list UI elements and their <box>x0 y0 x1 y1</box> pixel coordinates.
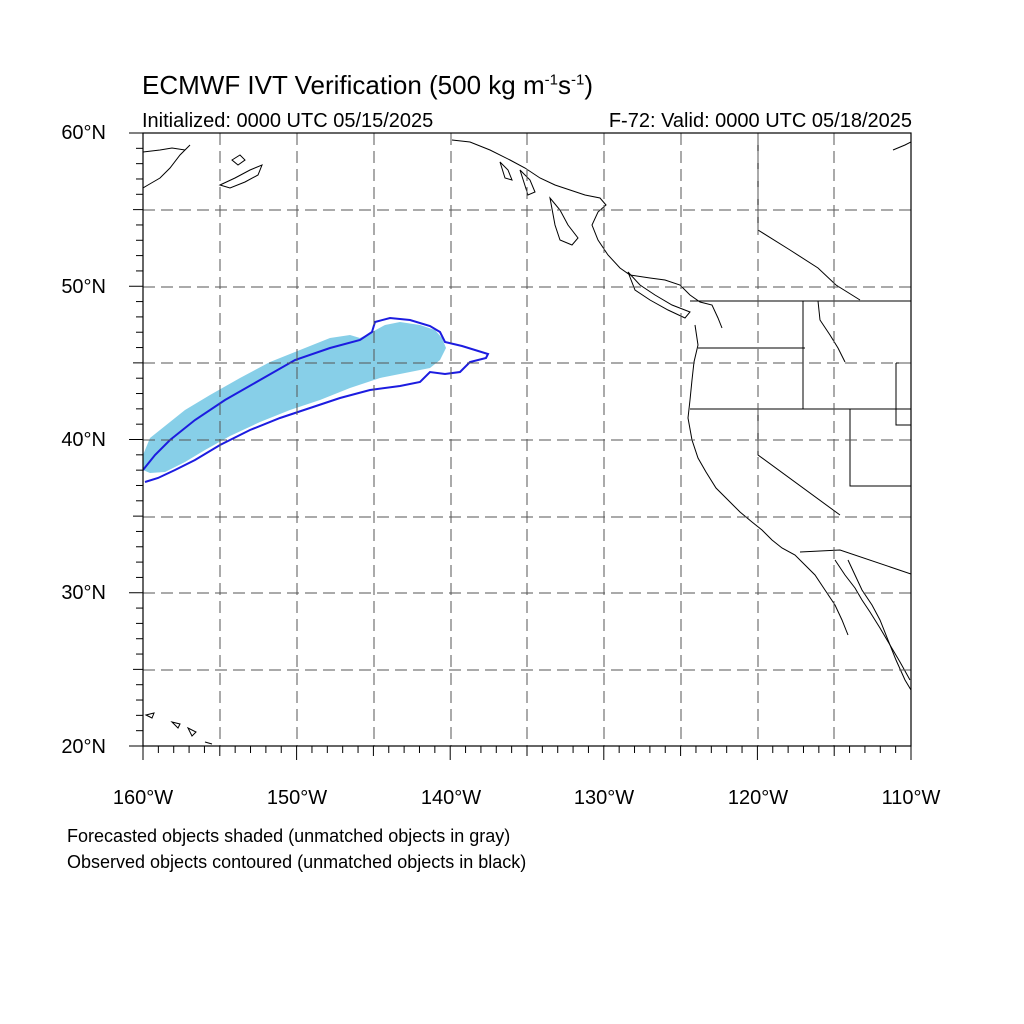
gridlines <box>143 133 911 746</box>
valid-time-label: F-72: Valid: 0000 UTC 05/18/2025 <box>608 110 912 132</box>
us-west-coast <box>687 324 849 636</box>
lat-label-60: 60°N <box>61 122 106 144</box>
lon-label-110w: 110°W <box>881 787 941 809</box>
us-mexico-border <box>799 549 911 575</box>
legend-observed-text: Observed objects contoured (unmatched ob… <box>67 852 527 872</box>
lon-label-130w: 130°W <box>573 787 635 809</box>
lat-label-50: 50°N <box>61 276 106 298</box>
observed-ivt-contour <box>143 316 490 483</box>
legend-forecast-text: Forecasted objects shaded (unmatched obj… <box>67 826 511 846</box>
lat-label-30: 30°N <box>61 582 106 604</box>
hawaii-islands <box>144 712 213 745</box>
lat-label-40: 40°N <box>61 429 106 451</box>
baja-coast <box>834 559 911 681</box>
lon-label-150w: 150°W <box>266 787 328 809</box>
lat-label-20: 20°N <box>61 736 106 758</box>
lon-label-140w: 140°W <box>420 787 482 809</box>
forecast-ivt-object <box>143 322 446 473</box>
gulf-of-alaska-coast <box>451 139 723 329</box>
lon-label-160w: 160°W <box>112 787 174 809</box>
initialized-label: Initialized: 0000 UTC 05/15/2025 <box>142 110 434 132</box>
axis-ticks <box>129 132 912 760</box>
alaska-coast-west <box>143 144 191 189</box>
observed-object-layer <box>143 316 490 483</box>
chart-title: ECMWF IVT Verification (500 kg m-1s-1) <box>142 70 593 100</box>
lon-label-120w: 120°W <box>727 787 789 809</box>
forecast-object-layer <box>143 322 446 473</box>
